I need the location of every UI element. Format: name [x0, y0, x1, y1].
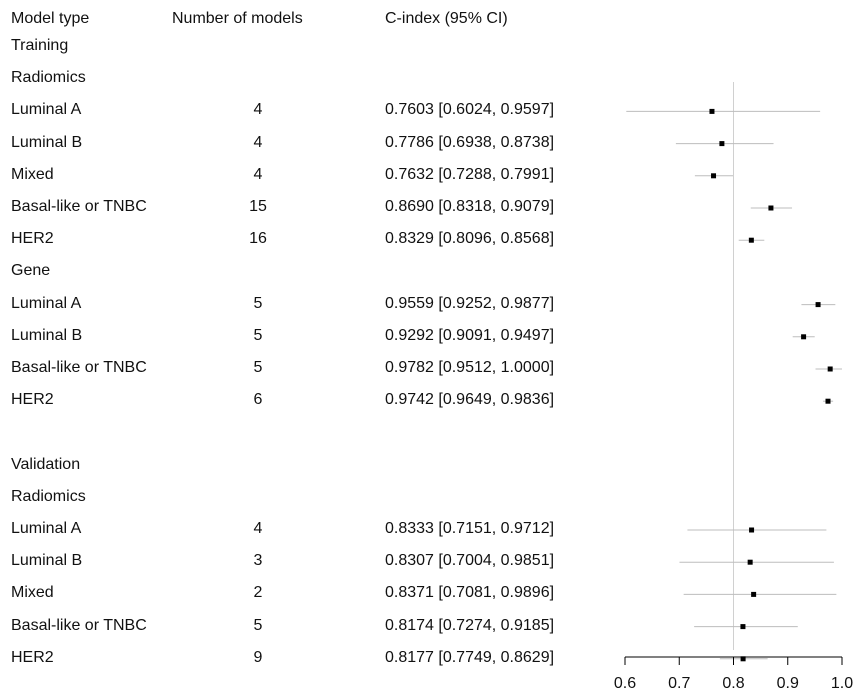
- row-c-index: 0.7603 [0.6024, 0.9597]: [385, 101, 555, 119]
- section-label: Validation: [11, 455, 81, 473]
- point-estimate: [740, 624, 746, 630]
- row-label: Luminal A: [11, 101, 82, 119]
- row-label: HER2: [11, 391, 54, 409]
- row-number-of-models: 5: [253, 326, 263, 344]
- row-number-of-models: 4: [253, 165, 263, 183]
- row-c-index: 0.7786 [0.6938, 0.8738]: [385, 133, 555, 151]
- header-c-index: C-index (95% CI): [385, 10, 508, 27]
- header-number-of-models: Number of models: [172, 10, 303, 27]
- row-number-of-models: 16: [249, 230, 267, 248]
- group-label: Radiomics: [11, 69, 86, 87]
- header-model-type: Model type: [11, 10, 90, 27]
- row-label: Luminal A: [11, 294, 82, 312]
- row-c-index: 0.9292 [0.9091, 0.9497]: [385, 326, 555, 344]
- point-estimate: [748, 237, 754, 243]
- x-axis-tick-label: 0.7: [668, 675, 690, 692]
- point-estimate: [749, 527, 755, 533]
- row-number-of-models: 4: [253, 101, 263, 119]
- point-estimate: [740, 656, 746, 662]
- point-estimate: [719, 141, 725, 147]
- point-estimate: [801, 334, 807, 340]
- row-c-index: 0.8371 [0.7081, 0.9896]: [385, 584, 555, 602]
- x-axis-tick-label: 0.9: [777, 675, 799, 692]
- row-number-of-models: 9: [253, 648, 263, 666]
- row-c-index: 0.9742 [0.9649, 0.9836]: [385, 391, 555, 409]
- row-number-of-models: 5: [253, 616, 263, 634]
- x-axis-tick-label: 0.8: [722, 675, 744, 692]
- row-c-index: 0.8329 [0.8096, 0.8568]: [385, 230, 555, 248]
- x-axis-tick-label: 0.6: [614, 675, 636, 692]
- x-axis-tick-label: 1.0: [831, 675, 853, 692]
- row-number-of-models: 4: [253, 520, 263, 537]
- row-label: Luminal B: [11, 133, 83, 151]
- point-estimate: [815, 302, 821, 308]
- group-label: Gene: [11, 262, 51, 280]
- point-estimate: [709, 108, 715, 114]
- row-label: HER2: [11, 230, 54, 248]
- row-number-of-models: 5: [253, 294, 263, 312]
- section-label: Training: [11, 37, 69, 54]
- row-c-index: 0.8177 [0.7749, 0.8629]: [385, 648, 555, 666]
- row-c-index: 0.7632 [0.7288, 0.7991]: [385, 165, 555, 183]
- row-label: Basal-like or TNBC: [11, 359, 147, 376]
- row-label: Mixed: [11, 584, 54, 602]
- row-c-index: 0.8690 [0.8318, 0.9079]: [385, 198, 555, 215]
- row-label: Luminal B: [11, 552, 83, 570]
- row-c-index: 0.8174 [0.7274, 0.9185]: [385, 616, 555, 634]
- row-label: Basal-like or TNBC: [11, 198, 147, 215]
- row-number-of-models: 3: [253, 552, 263, 570]
- point-estimate: [711, 173, 717, 179]
- point-estimate: [747, 559, 753, 565]
- row-label: Basal-like or TNBC: [11, 616, 147, 634]
- row-c-index: 0.8307 [0.7004, 0.9851]: [385, 552, 555, 570]
- row-label: Mixed: [11, 165, 54, 183]
- row-number-of-models: 15: [249, 198, 267, 215]
- row-label: Luminal A: [11, 520, 82, 537]
- row-number-of-models: 6: [253, 391, 263, 409]
- group-label: Radiomics: [11, 487, 86, 505]
- row-number-of-models: 5: [253, 359, 263, 376]
- row-number-of-models: 4: [253, 133, 263, 151]
- point-estimate: [768, 205, 774, 211]
- point-estimate: [825, 398, 831, 404]
- row-c-index: 0.9559 [0.9252, 0.9877]: [385, 294, 555, 312]
- point-estimate: [751, 591, 757, 597]
- row-label: HER2: [11, 648, 54, 666]
- row-c-index: 0.9782 [0.9512, 1.0000]: [385, 359, 555, 376]
- row-c-index: 0.8333 [0.7151, 0.9712]: [385, 520, 555, 537]
- row-label: Luminal B: [11, 326, 83, 344]
- point-estimate: [827, 366, 833, 372]
- row-number-of-models: 2: [253, 584, 263, 602]
